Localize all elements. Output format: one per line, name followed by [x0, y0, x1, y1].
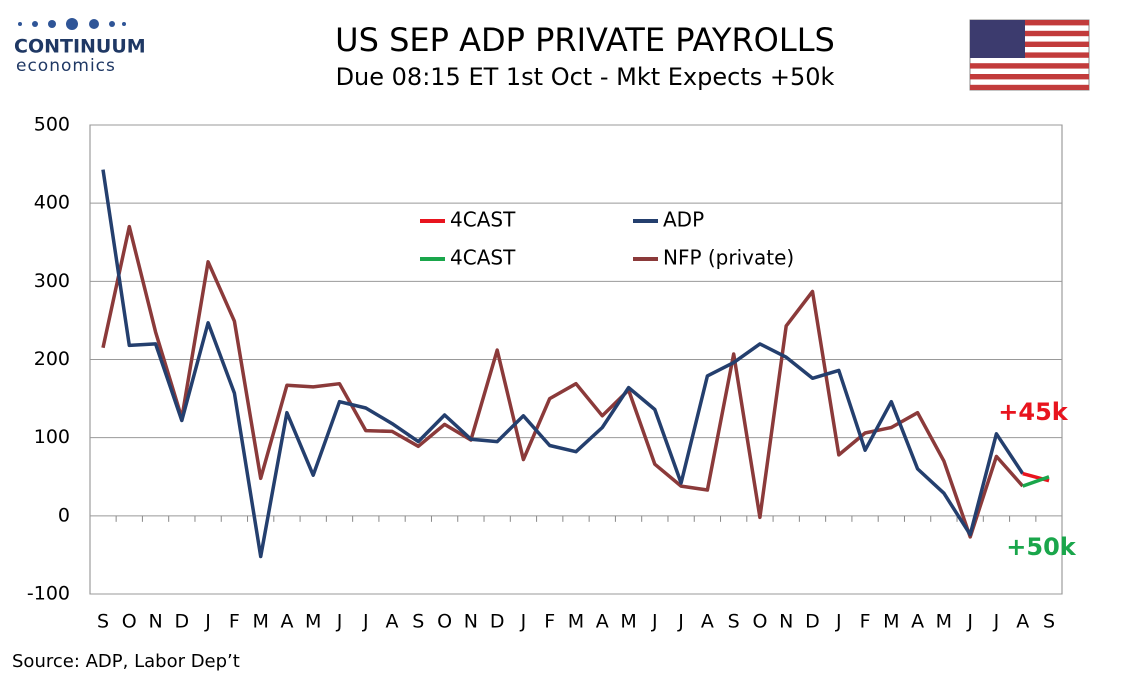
x-tick-label: J — [651, 611, 658, 633]
x-tick-label: J — [362, 611, 369, 633]
x-tick-label: O — [122, 611, 137, 633]
x-tick-label: J — [835, 611, 842, 633]
x-tick-label: S — [97, 611, 109, 633]
y-tick-label: 300 — [34, 270, 70, 292]
logo-name: CONTINUUM — [14, 36, 146, 58]
x-tick-label: M — [883, 611, 899, 633]
x-tick-label: J — [966, 611, 973, 633]
x-tick-label: M — [936, 611, 952, 633]
legend-label: 4CAST — [450, 246, 516, 270]
x-tick-label: M — [568, 611, 584, 633]
x-tick-label: O — [752, 611, 767, 633]
x-tick-label: N — [464, 611, 478, 633]
series-line — [1022, 475, 1050, 488]
source: Source: ADP, Labor Dep’t — [12, 651, 240, 672]
x-tick-label: J — [520, 611, 527, 633]
x-tick-label: F — [544, 611, 555, 633]
annotation: +45k — [998, 398, 1069, 426]
logo: CONTINUUM economics — [14, 18, 146, 76]
x-tick-label: N — [148, 611, 162, 633]
y-tick-label: 100 — [34, 426, 70, 448]
x-tick-label: A — [701, 611, 714, 633]
x-tick-label: O — [437, 611, 452, 633]
legend-label: NFP (private) — [663, 246, 794, 270]
x-tick-label: J — [336, 611, 343, 633]
x-tick-label: A — [911, 611, 924, 633]
x-tick-label: S — [1043, 611, 1055, 633]
x-tick-label: M — [252, 611, 268, 633]
y-tick-label: 200 — [34, 348, 70, 370]
x-tick-label: M — [620, 611, 636, 633]
flag — [969, 19, 1090, 91]
x-tick-label: D — [490, 611, 505, 633]
series-line — [101, 224, 1025, 539]
x-tick-label: F — [860, 611, 871, 633]
x-tick-label: A — [386, 611, 399, 633]
annotation: +50k — [1006, 533, 1077, 561]
x-tick-label: J — [677, 611, 684, 633]
x-tick-label: J — [204, 611, 211, 633]
y-tick-label: 400 — [34, 192, 70, 214]
x-tick-label: A — [280, 611, 293, 633]
x-tick-label: F — [229, 611, 240, 633]
x-tick-label: M — [305, 611, 321, 633]
x-tick-label: D — [175, 611, 190, 633]
legend-label: ADP — [663, 208, 704, 232]
logo-tagline: economics — [16, 56, 116, 76]
y-tick-label: 500 — [34, 114, 70, 136]
series-line — [101, 169, 1025, 559]
chart-title: US SEP ADP PRIVATE PAYROLLS — [335, 21, 835, 59]
x-tick-label: D — [805, 611, 820, 633]
y-tick-label: -100 — [27, 583, 70, 605]
x-tick-label: A — [596, 611, 609, 633]
chart-subtitle: Due 08:15 ET 1st Oct - Mkt Expects +50k — [336, 63, 835, 91]
x-tick-label: N — [779, 611, 793, 633]
y-tick-label: 0 — [58, 504, 70, 526]
legend-label: 4CAST — [450, 208, 516, 232]
x-tick-label: S — [412, 611, 424, 633]
x-tick-label: S — [728, 611, 740, 633]
x-tick-label: J — [993, 611, 1000, 633]
x-tick-label: A — [1016, 611, 1029, 633]
